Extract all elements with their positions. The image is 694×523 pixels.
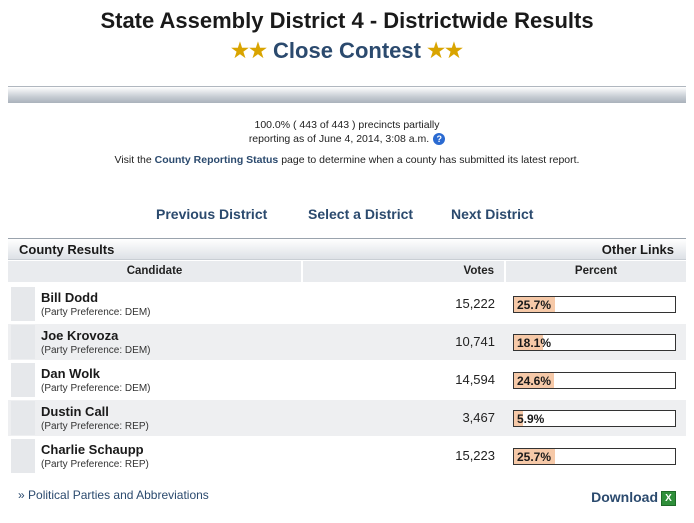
votes-column-header: Votes (303, 261, 506, 282)
visit-suffix: page to determine when a county has subm… (278, 154, 580, 166)
star-icon: ★★ (427, 40, 463, 62)
party-preference: (Party Preference: REP) (41, 421, 149, 432)
star-icon: ★★ (231, 40, 267, 62)
download-link[interactable]: Download (591, 489, 658, 505)
parties-footer: » Political Parties and Abbreviations (18, 488, 209, 502)
row-gutter (11, 287, 35, 321)
table-row: Dan Wolk (Party Preference: DEM) 14,594 … (8, 362, 686, 398)
vote-count: 3,467 (462, 410, 495, 425)
party-preference: (Party Preference: DEM) (41, 345, 151, 356)
percent-bar-fill (514, 449, 556, 464)
table-row: Joe Krovoza (Party Preference: DEM) 10,7… (8, 324, 686, 360)
percent-bar: 18.1% (513, 334, 676, 351)
percent-value: 25.7% (517, 298, 552, 312)
excel-icon[interactable]: X (661, 490, 676, 506)
table-row: Dustin Call (Party Preference: REP) 3,46… (8, 400, 686, 436)
bullet-arrow-icon: » (18, 488, 25, 502)
party-preference: (Party Preference: DEM) (41, 383, 151, 394)
next-district-link[interactable]: Next District (451, 206, 534, 222)
reporting-timestamp: reporting as of June 4, 2014, 3:08 a.m. (248, 133, 430, 145)
vote-count: 10,741 (455, 334, 495, 349)
county-status-note: Visit the County Reporting Status page t… (0, 154, 694, 166)
close-contest-heading: ★★ Close Contest ★★ (0, 38, 694, 64)
page-title: State Assembly District 4 - Districtwide… (100, 8, 594, 33)
candidate-name: Bill Dodd (41, 290, 99, 305)
download-footer: Download X (591, 489, 676, 506)
row-gutter (11, 325, 35, 359)
other-links-tab[interactable]: Other Links (601, 242, 674, 257)
party-preference: (Party Preference: DEM) (41, 307, 151, 318)
county-results-tab[interactable]: County Results (19, 242, 115, 257)
vote-count: 14,594 (455, 372, 495, 387)
candidate-name: Dustin Call (41, 404, 109, 419)
percent-bar: 25.7% (513, 448, 676, 465)
select-district-link[interactable]: Select a District (308, 206, 414, 222)
percent-value: 18.1% (517, 336, 552, 350)
vote-count: 15,223 (455, 448, 495, 463)
percent-bar-fill (514, 373, 554, 388)
party-preference: (Party Preference: REP) (41, 459, 149, 470)
percent-bar-fill (514, 411, 524, 426)
reporting-line-1: 100.0% ( 443 of 443 ) precincts partiall… (254, 119, 440, 131)
percent-bar: 5.9% (513, 410, 676, 427)
candidate-name: Dan Wolk (41, 366, 100, 381)
percent-bar-fill (514, 335, 544, 350)
candidate-column-header: Candidate (8, 261, 303, 282)
status-label: Close Contest (273, 38, 421, 63)
percent-value: 5.9% (517, 412, 545, 426)
percent-column-header: Percent (506, 261, 686, 282)
visit-prefix: Visit the (114, 154, 155, 166)
percent-value: 24.6% (517, 374, 552, 388)
reporting-line-2: reporting as of June 4, 2014, 3:08 a.m.? (0, 133, 694, 146)
county-reporting-status-link[interactable]: County Reporting Status (154, 154, 279, 166)
percent-bar: 25.7% (513, 296, 676, 313)
results-section-bar: County Results Other Links (8, 238, 686, 260)
percent-bar-fill (514, 297, 556, 312)
vote-count: 15,222 (455, 296, 495, 311)
percent-bar: 24.6% (513, 372, 676, 389)
previous-district-link[interactable]: Previous District (156, 206, 268, 222)
candidate-name: Joe Krovoza (41, 328, 119, 343)
table-row: Bill Dodd (Party Preference: DEM) 15,222… (8, 286, 686, 322)
help-icon[interactable]: ? (433, 133, 446, 146)
row-gutter (11, 401, 35, 435)
header-divider (8, 86, 686, 103)
row-gutter (11, 439, 35, 473)
candidate-name: Charlie Schaupp (41, 442, 144, 457)
percent-value: 25.7% (517, 450, 552, 464)
political-parties-link[interactable]: Political Parties and Abbreviations (28, 488, 209, 502)
row-gutter (11, 363, 35, 397)
table-row: Charlie Schaupp (Party Preference: REP) … (8, 438, 686, 474)
table-header: Candidate Votes Percent (8, 261, 686, 282)
